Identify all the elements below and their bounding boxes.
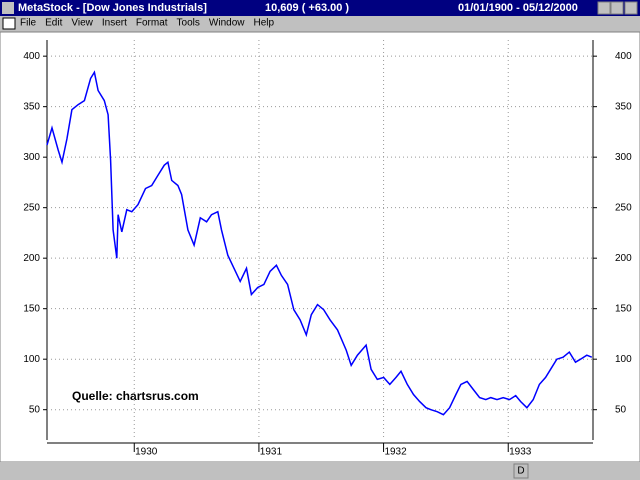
y-tick-label: 250 [23, 202, 40, 213]
menu-item[interactable]: Tools [177, 18, 200, 29]
y-tick-label: 200 [615, 253, 632, 264]
y-tick-label: 250 [615, 202, 632, 213]
y-tick-label: 400 [615, 51, 632, 62]
y-tick-label: 100 [615, 354, 632, 365]
y-tick-label: 300 [615, 152, 632, 163]
x-tick-label: 1932 [384, 447, 407, 458]
y-tick-label: 400 [23, 51, 40, 62]
y-tick-label: 200 [23, 253, 40, 264]
toolbar-button-label: D [517, 466, 524, 477]
menu-bar [0, 16, 640, 31]
x-tick-label: 1931 [260, 447, 283, 458]
y-tick-label: 100 [23, 354, 40, 365]
minimize[interactable] [597, 1, 611, 15]
annotation: Quelle: chartsrus.com [72, 389, 199, 403]
y-tick-label: 50 [615, 404, 627, 415]
toolbar-button[interactable] [513, 463, 529, 479]
x-tick-label: 1933 [509, 447, 532, 458]
y-tick-label: 150 [23, 303, 40, 314]
x-tick-label: 1930 [135, 447, 158, 458]
menu-item[interactable]: Window [209, 18, 245, 29]
y-tick-label: 350 [23, 101, 40, 112]
menu-item[interactable]: View [71, 18, 93, 29]
bottom-toolbar [0, 462, 640, 480]
menu-item[interactable]: Insert [102, 18, 127, 29]
doc-icon[interactable] [2, 17, 16, 30]
y-tick-label: 300 [23, 152, 40, 163]
date-range: 01/01/1900 - 05/12/2000 [458, 2, 578, 14]
y-tick-label: 350 [615, 101, 632, 112]
price-line [46, 70, 593, 416]
y-tick-label: 150 [615, 303, 632, 314]
menu-item[interactable]: Format [136, 18, 168, 29]
menu-item[interactable]: File [20, 18, 37, 29]
window-title: MetaStock - [Dow Jones Industrials] [18, 2, 207, 14]
close[interactable] [624, 1, 638, 15]
menu-item[interactable]: Edit [45, 18, 62, 29]
maximize[interactable] [610, 1, 624, 15]
title-bar [0, 0, 640, 16]
app-icon[interactable] [2, 2, 14, 14]
quote: 10,609 ( +63.00 ) [265, 2, 349, 14]
menu-item[interactable]: Help [253, 18, 274, 29]
y-tick-label: 50 [29, 404, 41, 415]
